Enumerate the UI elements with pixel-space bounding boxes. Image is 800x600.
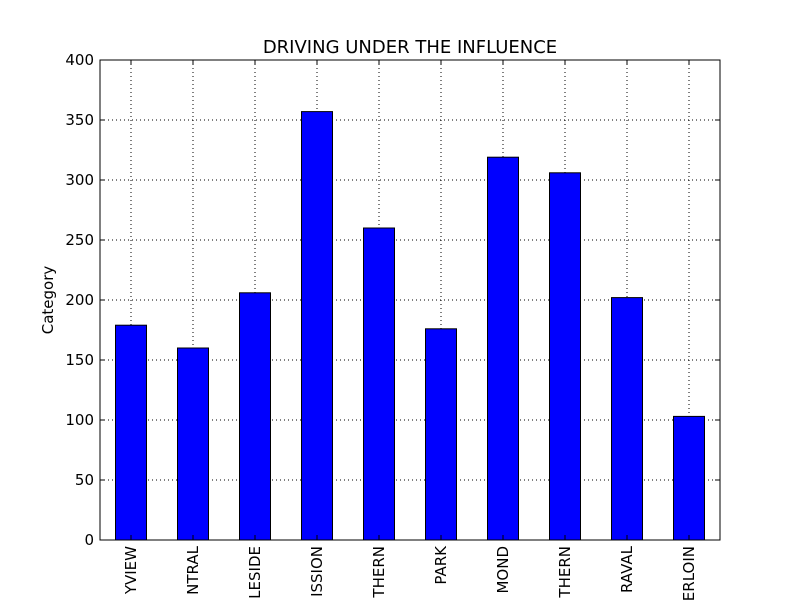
y-tick-label: 200 [65,291,94,309]
bars [115,111,705,541]
y-tick-label: 100 [65,411,94,429]
y-tick-label: 300 [65,171,94,189]
x-axis: YVIEW NTRAL LESIDE ISSION THERN PARK MOND THERN… [122,60,698,600]
x-tick-label: LESIDE [246,546,264,599]
y-tick-label: 350 [65,111,94,129]
bar [487,156,519,541]
x-tick-label: YVIEW [122,546,140,595]
y-tick-label: 0 [84,531,94,549]
bar [177,347,209,541]
bar [611,297,643,541]
bar [239,292,271,541]
y-axis-label: Category [39,266,57,335]
x-tick-label: THERN [370,546,388,599]
bar [673,415,705,541]
chart-title: DRIVING UNDER THE INFLUENCE [263,37,557,58]
bar [363,227,395,541]
bar [425,328,457,541]
x-tick-label: RAVAL [618,545,636,593]
x-tick-label: MOND [494,546,512,594]
bar [549,172,581,541]
y-axis: 0 50 100 150 200 250 300 350 400 [65,51,720,549]
x-tick-label: PARK [432,545,450,585]
x-tick-label: ERLOIN [680,546,698,600]
x-tick-label: THERN [556,546,574,599]
bar [115,324,147,541]
y-tick-label: 250 [65,231,94,249]
y-tick-label: 150 [65,351,94,369]
bar [301,111,333,541]
y-tick-label: 50 [75,471,94,489]
y-tick-label: 400 [65,51,94,69]
x-tick-label: NTRAL [184,545,202,594]
x-tick-label: ISSION [308,546,326,597]
